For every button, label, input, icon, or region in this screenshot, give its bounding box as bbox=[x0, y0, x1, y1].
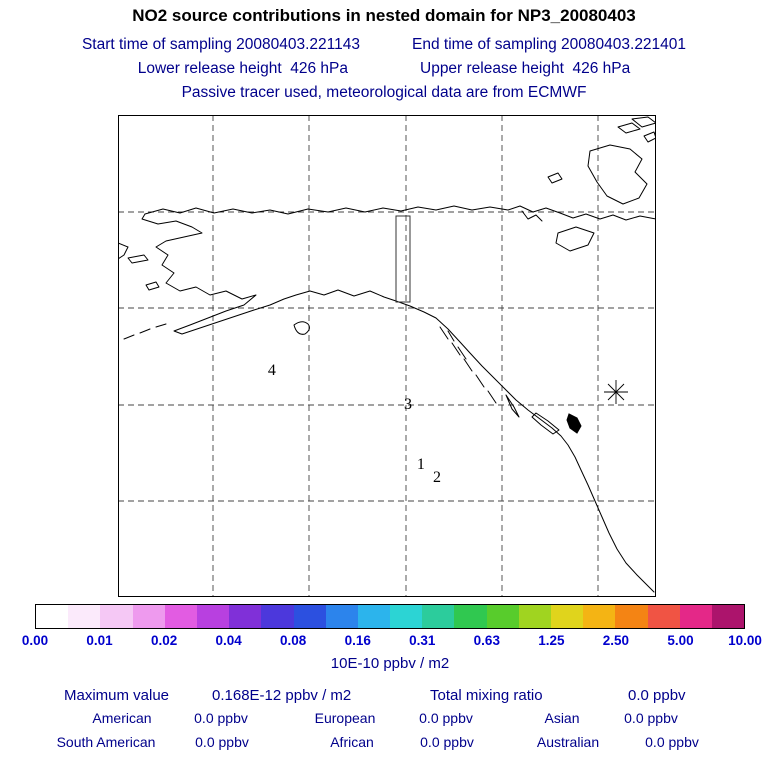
colorbar-segment bbox=[486, 605, 519, 628]
total-mixing-ratio-value: 0.0 ppbv bbox=[628, 687, 686, 704]
colorbar-tick: 0.31 bbox=[409, 633, 436, 648]
start-time-text: Start time of sampling 20080403.221143 bbox=[81, 36, 360, 53]
total-mixing-ratio-label: Total mixing ratio bbox=[430, 687, 543, 704]
star-marker-icon bbox=[604, 380, 628, 404]
colorbar-tick: 0.04 bbox=[215, 633, 242, 648]
colorbar-segment bbox=[518, 605, 551, 628]
source-marker-2: 2 bbox=[433, 469, 442, 487]
release-box bbox=[395, 215, 411, 303]
colorbar-segment bbox=[390, 605, 423, 628]
colorbar-tick: 2.50 bbox=[602, 633, 630, 648]
contribution-value: 0.0 ppbv bbox=[419, 710, 473, 726]
contribution-value: 0.0 ppbv bbox=[195, 734, 249, 750]
colorbar-segment bbox=[100, 605, 133, 628]
map-border bbox=[118, 115, 656, 597]
colorbar-units: 10E-10 ppbv / m2 bbox=[330, 655, 450, 672]
colorbar-tick: 0.08 bbox=[280, 633, 307, 648]
source-marker-3: 3 bbox=[403, 396, 412, 414]
colorbar-segment bbox=[615, 605, 648, 628]
fjord-coast-blob bbox=[566, 413, 582, 434]
upper-release-text: Upper release height 426 hPa bbox=[420, 60, 631, 77]
colorbar-segment bbox=[36, 605, 69, 628]
source-marker-4: 4 bbox=[267, 361, 276, 379]
colorbar-segment bbox=[711, 605, 745, 628]
contribution-label: European bbox=[314, 710, 376, 726]
source-marker-1: 1 bbox=[416, 455, 425, 473]
tracer-info-text: Passive tracer used, meteorological data… bbox=[181, 84, 587, 101]
colorbar-segment bbox=[261, 605, 294, 628]
contribution-label: African bbox=[330, 734, 374, 750]
coastline-paths bbox=[118, 116, 656, 593]
colorbar-ticks: 0.00 0.01 0.02 0.04 0.08 0.16 0.31 0.63 1.25 2.50… bbox=[22, 633, 762, 650]
colorbar-segment bbox=[679, 605, 712, 628]
contribution-label: Asian bbox=[544, 710, 580, 726]
max-value: 0.168E-12 ppbv / m2 bbox=[212, 687, 352, 704]
map-coastlines bbox=[118, 115, 656, 597]
colorbar-tick: 5.00 bbox=[667, 633, 694, 648]
colorbar bbox=[35, 604, 745, 629]
contribution-label: Australian bbox=[536, 734, 600, 750]
contribution-label: American bbox=[92, 710, 152, 726]
colorbar-segment bbox=[164, 605, 197, 628]
contribution-value: 0.0 ppbv bbox=[194, 710, 248, 726]
colorbar-segment bbox=[454, 605, 487, 628]
colorbar-segment bbox=[229, 605, 262, 628]
contribution-value: 0.0 ppbv bbox=[420, 734, 474, 750]
tracer-info-row: Passive tracer used, meteorological data… bbox=[0, 84, 768, 102]
lower-release-text: Lower release height 426 hPa bbox=[137, 60, 348, 77]
colorbar-tick: 0.16 bbox=[344, 633, 371, 648]
sampling-times-row: Start time of sampling 20080403.221143 E… bbox=[0, 36, 768, 54]
colorbar-tick: 1.25 bbox=[538, 633, 565, 648]
colorbar-segment bbox=[196, 605, 230, 628]
colorbar-tick: 10.00 bbox=[728, 633, 762, 648]
colorbar-segment bbox=[551, 605, 584, 628]
colorbar-segment bbox=[357, 605, 391, 628]
contribution-value: 0.0 ppbv bbox=[624, 710, 678, 726]
release-heights-row: Lower release height 426 hPa Upper relea… bbox=[0, 60, 768, 78]
colorbar-tick: 0.01 bbox=[86, 633, 113, 648]
contribution-value: 0.0 ppbv bbox=[645, 734, 699, 750]
colorbar-segment bbox=[325, 605, 358, 628]
colorbar-tick: 0.02 bbox=[150, 633, 178, 648]
contribution-label: South American bbox=[56, 734, 156, 750]
plot-title: NO2 source contributions in nested domai… bbox=[132, 6, 636, 25]
colorbar-segment bbox=[68, 605, 101, 628]
colorbar-segment bbox=[132, 605, 165, 628]
colorbar-segment bbox=[422, 605, 455, 628]
colorbar-segment bbox=[647, 605, 680, 628]
colorbar-segment bbox=[583, 605, 616, 628]
map-graticule bbox=[118, 115, 656, 597]
max-value-label: Maximum value bbox=[64, 687, 170, 704]
colorbar-tick: 0.00 bbox=[21, 633, 49, 648]
colorbar-tick: 0.63 bbox=[473, 633, 500, 648]
end-time-text: End time of sampling 20080403.221401 bbox=[412, 36, 687, 53]
colorbar-segment bbox=[293, 605, 326, 628]
